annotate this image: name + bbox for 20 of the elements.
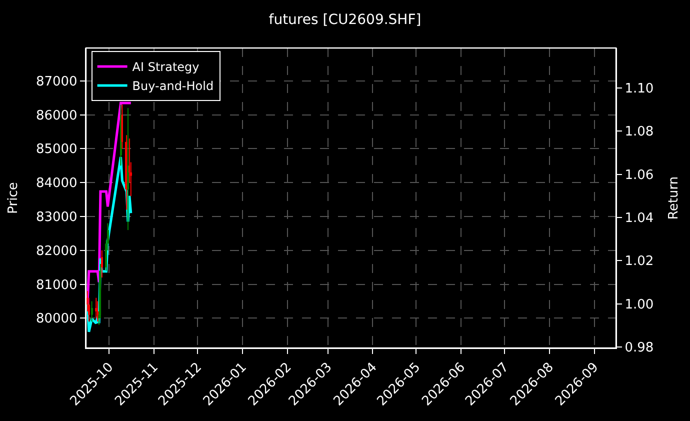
y-tick-label: 84000 [36, 176, 78, 192]
y2-tick-label: 1.06 [624, 168, 654, 183]
y-tick-label: 80000 [36, 312, 78, 327]
y2-tick-label: 1.10 [624, 81, 654, 96]
y2-tick-label: 1.02 [624, 254, 654, 270]
y2-tick-label: 1.04 [624, 210, 654, 226]
y-tick-label: 87000 [36, 74, 78, 90]
y-tick-label: 83000 [36, 210, 78, 226]
y2-tick-label: 0.98 [624, 340, 654, 356]
y-tick-label: 81000 [36, 278, 78, 293]
legend-label: AI Strategy [132, 60, 200, 74]
y2-tick-label: 1.00 [624, 297, 654, 312]
chart-title: futures [CU2609.SHF] [268, 12, 422, 28]
y-axis-title: Price [6, 182, 21, 214]
y2-tick-label: 1.08 [624, 124, 654, 140]
y-tick-label: 86000 [36, 108, 78, 124]
y-tick-label: 82000 [36, 244, 78, 259]
y2-axis-title: Return [666, 176, 682, 220]
legend-label: Buy-and-Hold [132, 79, 214, 94]
y-tick-label: 85000 [36, 142, 78, 158]
